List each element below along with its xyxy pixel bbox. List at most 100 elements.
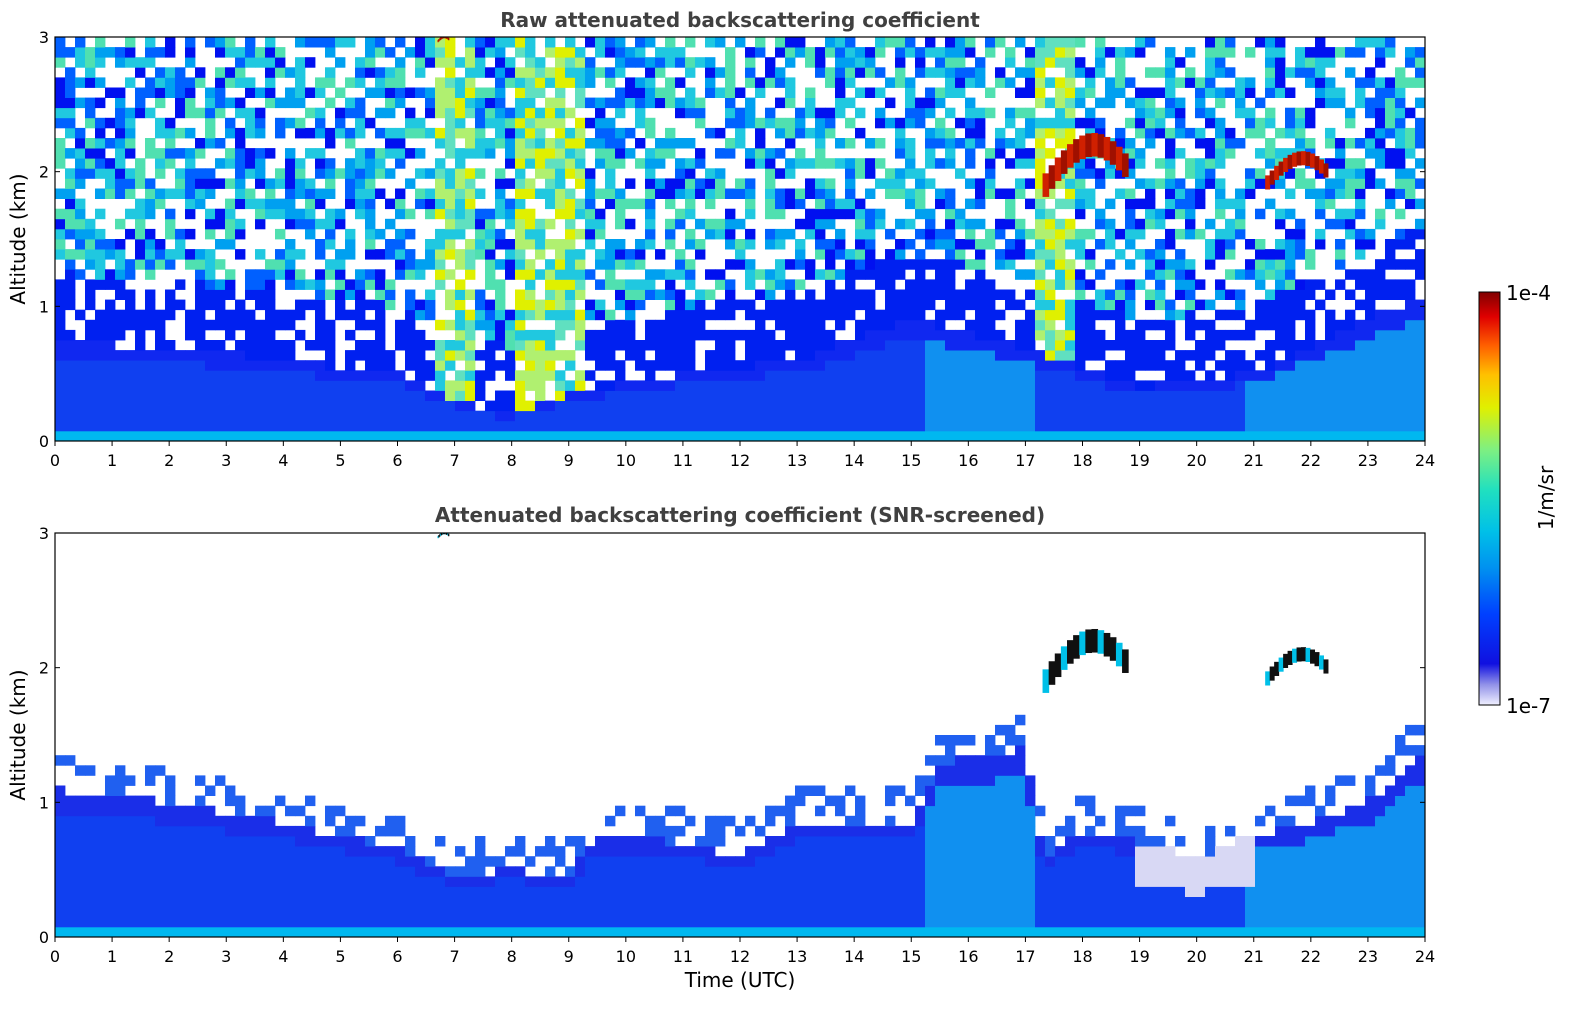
heatmap-cell xyxy=(705,198,716,210)
heatmap-cell xyxy=(135,329,146,341)
heatmap-cell xyxy=(85,360,96,371)
heatmap-cell xyxy=(95,168,106,179)
heatmap-cell xyxy=(875,309,886,321)
heatmap-cell xyxy=(1365,390,1376,401)
heatmap-cell xyxy=(1125,309,1136,321)
heatmap-cell xyxy=(205,208,216,220)
heatmap-cell xyxy=(905,188,916,199)
heatmap-cell xyxy=(365,47,376,58)
heatmap-cell xyxy=(655,390,666,401)
heatmap-cell xyxy=(1065,360,1076,371)
heatmap-cell xyxy=(85,825,96,837)
heatmap-cell xyxy=(635,138,646,149)
heatmap-cell xyxy=(235,178,246,189)
heatmap-cell xyxy=(305,360,316,371)
heatmap-cell xyxy=(1305,178,1316,189)
heatmap-cell xyxy=(135,886,146,897)
heatmap-cell xyxy=(1335,420,1346,432)
heatmap-cell xyxy=(755,350,766,361)
heatmap-cell xyxy=(885,37,896,48)
heatmap-cell xyxy=(655,350,666,361)
heatmap-cell xyxy=(185,178,196,189)
heatmap-cell xyxy=(1275,37,1286,48)
heatmap-cell xyxy=(575,67,586,78)
heatmap-cell xyxy=(915,400,926,412)
heatmap-cell xyxy=(325,178,336,189)
heatmap-cell xyxy=(205,400,216,412)
heatmap-cell xyxy=(225,906,236,918)
heatmap-cell xyxy=(235,309,246,321)
heatmap-cell xyxy=(1025,350,1036,361)
heatmap-cell xyxy=(985,400,996,412)
heatmap-cell xyxy=(645,825,656,837)
heatmap-cell xyxy=(1065,319,1076,331)
heatmap-cell xyxy=(925,37,936,48)
heatmap-cell xyxy=(915,168,926,179)
heatmap-cell xyxy=(1315,239,1326,250)
heatmap-cell xyxy=(645,846,656,857)
heatmap-cell xyxy=(255,916,266,928)
heatmap-cell xyxy=(1285,309,1296,321)
heatmap-cell xyxy=(165,309,176,321)
heatmap-cell xyxy=(1225,329,1236,341)
heatmap-cell xyxy=(135,340,146,351)
heatmap-cell xyxy=(605,269,616,280)
heatmap-cell xyxy=(55,380,66,391)
heatmap-cell xyxy=(295,87,306,98)
heatmap-cell xyxy=(775,836,786,847)
heatmap-cell xyxy=(365,208,376,220)
heatmap-cell xyxy=(755,886,766,897)
heatmap-cell xyxy=(225,37,236,48)
heatmap-cell xyxy=(1265,138,1276,149)
x-tick-label: 1 xyxy=(107,451,117,470)
heatmap-cell xyxy=(1365,329,1376,341)
heatmap-cell xyxy=(1045,77,1056,88)
heatmap-cell xyxy=(1295,370,1306,381)
heatmap-cell xyxy=(1245,77,1256,88)
heatmap-cell xyxy=(1045,420,1056,432)
heatmap-cell xyxy=(685,340,696,351)
heatmap-cell xyxy=(215,97,226,109)
heatmap-cell xyxy=(975,289,986,300)
heatmap-cell xyxy=(505,430,516,442)
heatmap-cell xyxy=(1205,299,1216,311)
heatmap-cell xyxy=(1345,370,1356,381)
heatmap-cell xyxy=(795,127,806,139)
heatmap-cell xyxy=(915,329,926,341)
heatmap-cell xyxy=(1015,228,1026,240)
heatmap-cell xyxy=(855,340,866,351)
heatmap-cell xyxy=(725,289,736,300)
heatmap-cell xyxy=(1285,410,1296,422)
heatmap-cell xyxy=(365,400,376,412)
heatmap-cell xyxy=(415,57,426,68)
heatmap-cell xyxy=(1035,319,1046,331)
heatmap-cell xyxy=(965,138,976,149)
heatmap-cell xyxy=(945,430,956,442)
heatmap-cell xyxy=(1265,107,1276,119)
heatmap-cell xyxy=(1365,168,1376,179)
heatmap-cell xyxy=(385,77,396,88)
heatmap-cell xyxy=(635,87,646,98)
heatmap-cell xyxy=(635,117,646,129)
heatmap-cell xyxy=(945,249,956,260)
heatmap-cell xyxy=(485,360,496,371)
heatmap-cell xyxy=(715,906,726,918)
heatmap-cell xyxy=(875,178,886,189)
heatmap-cell xyxy=(1045,188,1056,199)
heatmap-cell xyxy=(1115,249,1126,260)
heatmap-cell xyxy=(205,886,216,897)
heatmap-cell xyxy=(1385,410,1396,422)
heatmap-cell xyxy=(1135,400,1146,412)
cloud-layer xyxy=(1097,134,1105,158)
heatmap-cell xyxy=(105,340,116,351)
heatmap-cell xyxy=(425,259,436,270)
heatmap-cell xyxy=(905,350,916,361)
heatmap-cell xyxy=(185,886,196,897)
heatmap-cell xyxy=(805,87,816,98)
heatmap-cell xyxy=(365,916,376,928)
heatmap-cell xyxy=(85,279,96,290)
heatmap-cell xyxy=(515,309,526,321)
heatmap-cell xyxy=(345,906,356,918)
heatmap-cell xyxy=(135,856,146,867)
heatmap-cell xyxy=(215,420,226,432)
